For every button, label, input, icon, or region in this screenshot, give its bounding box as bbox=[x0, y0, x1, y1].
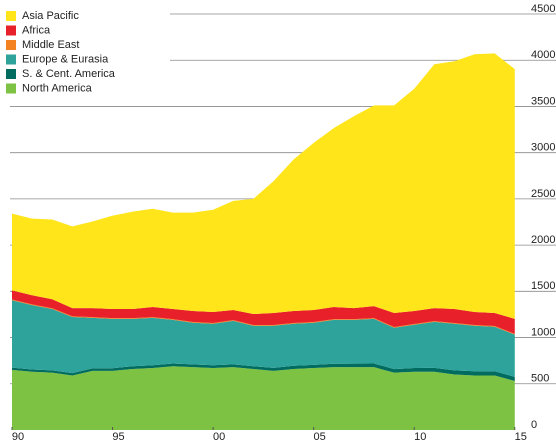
legend-swatch bbox=[6, 25, 16, 36]
areas bbox=[12, 53, 515, 430]
legend-swatch bbox=[6, 83, 16, 94]
x-tick-label: 90 bbox=[12, 431, 24, 442]
x-tick-label: 10 bbox=[414, 431, 426, 442]
y-tick-label: 4000 bbox=[531, 49, 555, 61]
legend-swatch bbox=[6, 11, 16, 21]
y-tick-label: 3000 bbox=[531, 142, 555, 154]
area bbox=[12, 53, 515, 319]
legend-label: S. & Cent. America bbox=[22, 68, 116, 80]
y-tick-label: 2000 bbox=[531, 234, 555, 246]
y-tick-label: 4500 bbox=[531, 3, 555, 15]
x-tick-label: 05 bbox=[314, 431, 326, 442]
legend-label: Asia Pacific bbox=[22, 10, 79, 22]
legend-swatch bbox=[6, 40, 16, 50]
legend-swatch bbox=[6, 69, 16, 79]
legend: Asia Pacific Africa Middle East Europe & Eu… bbox=[6, 10, 116, 94]
legend-label: Africa bbox=[22, 24, 51, 36]
x-tick-label: 15 bbox=[515, 431, 527, 442]
legend-label: North America bbox=[22, 82, 93, 94]
legend-background bbox=[0, 0, 170, 104]
area bbox=[12, 290, 515, 334]
y-tick-label: 500 bbox=[531, 373, 549, 385]
x-tick-label: 95 bbox=[112, 431, 124, 442]
y-tick-label: 3500 bbox=[531, 95, 555, 107]
area bbox=[12, 300, 515, 377]
x-tick-label: 00 bbox=[213, 431, 225, 442]
legend-swatch bbox=[6, 54, 16, 65]
area bbox=[12, 366, 515, 430]
area bbox=[12, 363, 515, 382]
legend-label: Middle East bbox=[22, 39, 79, 51]
y-tick-label: 1000 bbox=[531, 326, 555, 338]
y-tick-label: 2500 bbox=[531, 188, 555, 200]
legend-label: Europe & Eurasia bbox=[22, 53, 109, 65]
y-tick-label: 1500 bbox=[531, 280, 555, 292]
y-tick-label: 0 bbox=[531, 419, 537, 431]
